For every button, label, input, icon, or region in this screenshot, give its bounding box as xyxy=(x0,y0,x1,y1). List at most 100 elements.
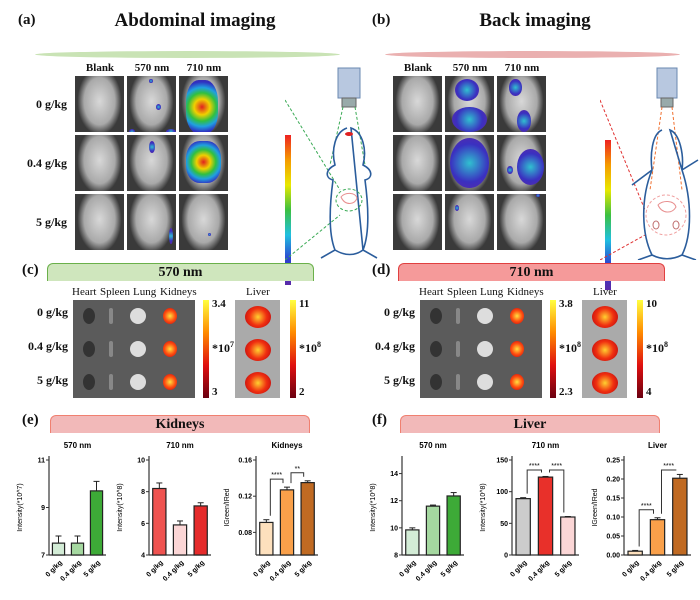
y-tick-label: 0.16 xyxy=(238,458,252,465)
mouse-image xyxy=(393,194,442,250)
mouse-image xyxy=(393,76,442,132)
mouse-image xyxy=(445,194,494,250)
exponent-power: 8 xyxy=(317,340,321,349)
significance-label: **** xyxy=(551,463,562,470)
significance-label: ** xyxy=(295,466,301,473)
bar xyxy=(425,505,441,556)
y-axis-label: Intensity(*10^7) xyxy=(17,483,24,531)
fluorescence-signal xyxy=(149,78,153,84)
liver-organ xyxy=(245,339,271,361)
y-tick-label: 50 xyxy=(500,521,508,528)
organ-header: Liver xyxy=(593,286,617,298)
fluorescence-signal xyxy=(208,233,212,236)
dose-row-label: 0 g/kg xyxy=(36,305,68,319)
x-tick-label: 0.4 g/kg xyxy=(269,559,292,582)
x-tick-label: 0.4 g/kg xyxy=(415,559,438,582)
bar xyxy=(672,477,688,556)
y-tick-label: 8 xyxy=(141,489,145,496)
x-tick-label: 0 g/kg xyxy=(509,559,528,578)
y-tick-label: 12 xyxy=(390,498,398,505)
mouse-image xyxy=(179,76,228,132)
organ xyxy=(456,341,460,357)
mouse-image xyxy=(75,135,124,191)
fluorescence-signal xyxy=(452,106,487,132)
bar-chart: Liver IGreen/IRed 0.00 0.05 0.10 0.15 0.20 0.25… xyxy=(592,441,691,583)
x-tick-label: 5 g/kg xyxy=(666,559,685,578)
bar-chart: Kidneys IGreen/IRed 0.08 0.12 0.16 0 g/kg0.4 … xyxy=(224,441,318,583)
organ-header: Liver xyxy=(246,286,270,298)
x-tick-label: 0.4 g/kg xyxy=(640,559,663,582)
organ xyxy=(456,308,460,324)
camera-icon xyxy=(656,67,678,99)
intensity-colorbar-b xyxy=(605,140,611,290)
significance-bracket xyxy=(638,509,654,547)
organ-header: Kidneys xyxy=(160,286,197,298)
organ-header: Lung xyxy=(133,286,157,298)
y-tick-label: 0.12 xyxy=(238,494,252,501)
chart-title: 570 nm xyxy=(64,441,92,450)
organ xyxy=(430,341,442,357)
chart-title: 710 nm xyxy=(532,441,560,450)
mouse-image xyxy=(393,135,442,191)
bar xyxy=(405,529,420,556)
x-tick-label: 5 g/kg xyxy=(83,559,102,578)
exponent-power: 8 xyxy=(577,340,581,349)
mouse-image xyxy=(75,194,124,250)
organ xyxy=(477,374,493,390)
dose-row-label: 0.4 g/kg xyxy=(374,339,415,353)
significance-bracket xyxy=(269,478,284,516)
exponent-base: *10 xyxy=(212,341,230,355)
x-tick-label: 0 g/kg xyxy=(252,559,271,578)
organ xyxy=(109,341,113,357)
colorbar-max: 3.4 xyxy=(212,298,226,310)
organ xyxy=(163,374,177,390)
organ xyxy=(430,374,442,390)
mouse-image xyxy=(497,135,546,191)
colorbar-exponent: *107 xyxy=(212,340,234,356)
x-tick-label: 5 g/kg xyxy=(294,559,313,578)
panel-f-header: Liver xyxy=(400,415,660,433)
dose-row-label: 0 g/kg xyxy=(35,97,67,111)
fluorescence-signal xyxy=(129,129,136,132)
mouse-image xyxy=(75,76,124,132)
significance-label: **** xyxy=(641,503,652,510)
bar xyxy=(560,516,576,556)
x-tick-label: 0.4 g/kg xyxy=(60,559,83,582)
colorbar-min: 2 xyxy=(299,386,305,398)
mouse-image xyxy=(497,194,546,250)
organ xyxy=(83,308,95,324)
exponent-base: *10 xyxy=(646,341,664,355)
intensity-colorbar xyxy=(203,300,209,398)
organ-header: Kidneys xyxy=(507,286,544,298)
organ xyxy=(456,374,460,390)
organ-header: Spleen xyxy=(447,286,477,298)
bar xyxy=(259,521,274,556)
significance-label: **** xyxy=(271,472,282,479)
panel-a-label: (a) xyxy=(18,12,36,28)
organ xyxy=(477,308,493,324)
fluorescence-signal xyxy=(536,194,541,198)
x-tick-label: 0.4 g/kg xyxy=(528,559,551,582)
chart-title: Kidneys xyxy=(271,441,303,450)
y-tick-label: 0.08 xyxy=(238,530,252,537)
bar xyxy=(89,490,104,556)
dose-row-label: 5 g/kg xyxy=(36,373,68,387)
y-tick-label: 8 xyxy=(394,553,398,560)
organ xyxy=(510,341,524,357)
fluorescence-signal xyxy=(449,137,490,189)
y-tick-label: 0.15 xyxy=(606,496,620,503)
fluorescence-signal xyxy=(516,109,532,132)
column-header: 570 nm xyxy=(134,62,170,74)
y-tick-label: 9 xyxy=(41,505,45,512)
fluorescence-signal xyxy=(454,205,459,211)
dose-row-label: 0.4 g/kg xyxy=(27,339,68,353)
dose-row-label: 5 g/kg xyxy=(35,215,67,229)
bar xyxy=(193,505,208,556)
liver-image xyxy=(582,300,627,398)
organ-header: Heart xyxy=(419,286,444,298)
significance-bracket xyxy=(526,469,542,494)
panel-b-accent-bar xyxy=(385,51,680,58)
organ xyxy=(163,341,177,357)
y-tick-label: 0.20 xyxy=(606,477,620,484)
